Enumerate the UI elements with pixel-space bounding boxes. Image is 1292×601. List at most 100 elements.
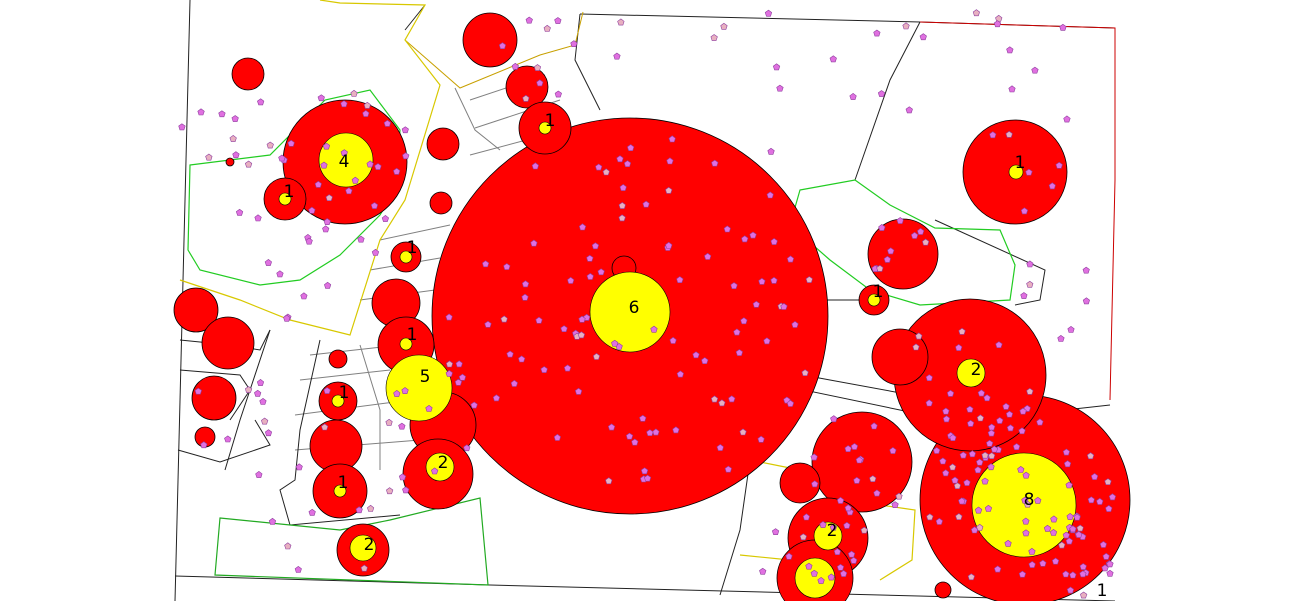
parcel-line (299, 369, 391, 381)
point-feature (259, 398, 267, 405)
point-feature (425, 405, 433, 412)
point-feature (873, 489, 881, 497)
count-label: 1 (339, 383, 350, 403)
point-feature (458, 373, 467, 381)
point-feature (986, 439, 994, 447)
point-feature (752, 300, 760, 308)
point-feature (325, 194, 333, 201)
parcel-line (854, 21, 921, 181)
point-feature (958, 327, 966, 335)
point-feature (919, 33, 927, 41)
point-feature (597, 268, 605, 276)
point-feature (668, 135, 676, 143)
point-feature (786, 255, 795, 263)
point-feature (1019, 407, 1027, 415)
point-feature (218, 110, 226, 118)
point-feature (933, 447, 941, 454)
point-feature (197, 108, 205, 116)
point-feature (963, 479, 971, 486)
point-feature (926, 513, 934, 521)
point-feature (305, 237, 313, 245)
point-feature (1002, 402, 1010, 410)
point-feature (764, 9, 773, 17)
count-circle (589, 271, 671, 353)
zone-green-east (789, 179, 1016, 306)
point-feature (1020, 207, 1029, 215)
count-label: 1 (338, 473, 349, 493)
point-feature (560, 325, 568, 333)
point-feature (492, 394, 501, 402)
point-feature (1066, 513, 1074, 520)
point-feature (386, 487, 394, 495)
count-label: 5 (420, 367, 431, 387)
point-feature (385, 418, 393, 426)
point-feature (970, 526, 979, 534)
point-feature (287, 139, 295, 147)
cluster-buffer (328, 349, 348, 369)
point-feature (860, 526, 868, 534)
point-feature (224, 435, 232, 443)
point-feature (1022, 529, 1030, 537)
count-circle (867, 293, 881, 307)
point-feature (1036, 418, 1044, 426)
point-feature (276, 270, 284, 278)
zone-polygons (179, 0, 1016, 586)
point-feature (445, 360, 454, 368)
point-feature (772, 63, 781, 71)
point-feature (1043, 524, 1052, 532)
zone-yellow-se2 (879, 504, 916, 581)
point-feature (805, 562, 813, 570)
point-feature (642, 200, 650, 208)
point-feature (917, 227, 925, 235)
point-feature (1057, 335, 1065, 342)
point-feature (1006, 424, 1015, 432)
point-feature (381, 215, 389, 222)
point-feature (710, 34, 718, 41)
point-feature (669, 336, 677, 344)
point-feature (953, 482, 961, 490)
count-label: 1 (1097, 581, 1108, 601)
point-feature (829, 55, 837, 63)
cluster-buffer (225, 157, 235, 167)
point-feature (401, 126, 409, 134)
count-label: 8 (1024, 490, 1035, 510)
point-feature (1065, 537, 1073, 545)
point-feature (617, 18, 625, 26)
point-feature (518, 355, 526, 363)
point-feature (976, 523, 984, 531)
point-feature (968, 450, 976, 458)
point-feature (577, 331, 586, 339)
point-feature (977, 389, 985, 397)
point-feature (692, 351, 700, 359)
count-circle (385, 354, 453, 422)
point-feature (741, 235, 749, 243)
point-feature (1067, 326, 1075, 333)
point-feature (510, 379, 518, 387)
point-feature (967, 573, 975, 581)
point-feature (314, 180, 322, 188)
point-feature (665, 186, 673, 194)
count-label: 1 (407, 238, 418, 258)
point-feature (535, 316, 543, 324)
point-feature (1034, 496, 1042, 504)
count-circle (278, 192, 292, 206)
point-feature (455, 360, 463, 368)
point-feature (264, 429, 273, 437)
point-feature (763, 337, 771, 345)
point-feature (819, 521, 827, 528)
point-feature (990, 445, 999, 453)
parcel-line (719, 459, 751, 596)
point-feature (883, 255, 891, 263)
point-feature (574, 387, 583, 395)
cluster-buffer (231, 57, 265, 91)
point-feature (625, 432, 634, 440)
parcel-line (454, 87, 501, 151)
point-feature (1099, 541, 1107, 548)
point-feature (255, 471, 263, 478)
point-feature (853, 476, 861, 484)
point-feature (543, 24, 551, 32)
cluster-buffer (201, 316, 255, 370)
count-label: 4 (339, 152, 350, 172)
